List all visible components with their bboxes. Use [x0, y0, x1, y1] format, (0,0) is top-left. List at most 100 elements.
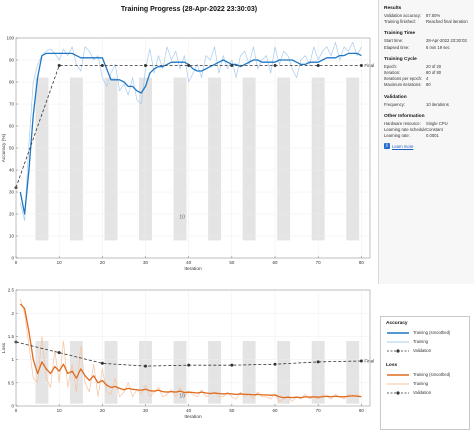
info-value: 80 of 80 [426, 70, 442, 76]
y-tick-label: 50 [9, 146, 15, 151]
info-row: Iteration: 80 of 80 [384, 70, 470, 76]
y-tick-label: 40 [9, 168, 15, 173]
legend-accuracy-smoothed-swatch [387, 331, 409, 334]
x-tick-label: 20 [100, 260, 106, 265]
info-label: Learning rate: [384, 133, 410, 139]
x-tick-label: 50 [229, 408, 235, 413]
y-tick-label: 10 [9, 234, 15, 239]
epoch-band [277, 341, 291, 404]
epoch-band [35, 77, 49, 241]
epoch-band [242, 341, 256, 404]
info-label: Frequency: [384, 101, 405, 107]
validation-point [359, 359, 363, 363]
validation-point [273, 362, 277, 366]
legend-item-label: Training [413, 339, 428, 344]
info-row: Frequency: 10 iterations [384, 102, 470, 108]
accuracy-chart: Final 0 10 20 30 40 50 60 70 80 90 100 0 10 20 30 40 50 60… [1, 36, 374, 272]
legend-accuracy-validation-swatch [387, 348, 409, 353]
epoch-band [208, 341, 222, 404]
legend-loss-raw: Training [386, 379, 464, 388]
x-axis-label: Iteration [184, 414, 202, 420]
legend-item-label: Training (smoothed) [413, 372, 451, 377]
info-row: Hardware resource: Single CPU [384, 121, 470, 127]
training-smoothed-line [19, 52, 362, 215]
learn-more-label: Learn more [392, 143, 414, 149]
info-label: Iterations per epoch: [384, 76, 423, 82]
y-tick-label: 60 [9, 124, 15, 129]
x-tick-label: 10 [57, 408, 63, 413]
x-tick-label: 40 [186, 260, 192, 265]
epoch-band [104, 341, 118, 404]
info-value: Single CPU [426, 120, 448, 126]
legend-accuracy-title: Accuracy [386, 321, 408, 326]
x-tick-label: 0 [15, 260, 18, 265]
validation-point [57, 351, 61, 355]
info-label: Iteration: [384, 70, 401, 76]
y-tick-label: 20 [9, 212, 15, 217]
info-value: 28-Apr-2022 23:30:03 [426, 38, 467, 44]
validation-point [316, 64, 320, 67]
info-sections: Results Validation accuracy: 87.50% Trainin… [384, 6, 470, 139]
epoch-band [346, 341, 360, 404]
legend-item-label: Validation [413, 390, 432, 395]
y-tick-label: 0 [11, 256, 14, 261]
legend-loss-validation-swatch [387, 390, 409, 395]
learn-more-link[interactable]: i Learn more [384, 143, 470, 150]
validation-point [359, 64, 363, 67]
info-label: Validation accuracy: [384, 13, 422, 18]
validation-point [100, 361, 104, 365]
y-axis-label: Accuracy (%) [1, 133, 7, 162]
info-row: Learning rate schedule: Constant [384, 127, 470, 133]
legend-loss-title: Loss [386, 363, 398, 368]
info-value: Reached final iteration [426, 19, 468, 25]
info-row: Elapsed time: 6 min 19 sec [384, 45, 470, 51]
legend-panel: Accuracy Training (smoothed) Training Va… [380, 316, 470, 430]
legend-loss-smoothed-swatch [387, 373, 409, 376]
legend-loss-raw-swatch [387, 383, 409, 384]
loss-chart: Final 0 0.5 1 1.5 2 2.5 0 10 20 30 40 50 60 70 80 Iterat… [1, 288, 374, 420]
info-label: Training finished: [384, 19, 416, 25]
info-value: 4 [426, 76, 429, 82]
validation-point [230, 64, 234, 67]
x-tick-label: 60 [273, 408, 279, 413]
x-tick-label: 0 [15, 408, 18, 413]
y-tick-label: 2 [11, 311, 14, 316]
x-tick-label: 20 [100, 408, 106, 413]
info-value: 80 [426, 82, 431, 88]
y-tick-label: 80 [9, 80, 15, 85]
y-axis-label: Loss [1, 342, 7, 353]
section-title: Training Cycle [384, 56, 417, 62]
info-label: Start time: [384, 38, 404, 44]
x-tick-label: 70 [316, 260, 322, 265]
y-tick-label: 90 [9, 58, 15, 63]
x-tick-label: 70 [316, 408, 322, 413]
info-row: Learning rate: 0.0001 [384, 133, 470, 139]
validation-point [187, 64, 191, 67]
section-title: Results [384, 6, 402, 11]
training-raw-line [19, 299, 362, 402]
validation-point [100, 64, 104, 67]
info-value: 0.0001 [426, 133, 439, 139]
validation-point [144, 64, 148, 67]
info-value: 6 min 19 sec [426, 44, 450, 50]
training-info-panel: Results Validation accuracy: 87.50% Trainin… [378, 0, 474, 284]
info-value: 10 iterations [426, 101, 449, 107]
section-title: Other Information [384, 113, 425, 119]
x-tick-label: 40 [186, 408, 192, 413]
info-label: Hardware resource: [384, 120, 421, 126]
info-row: Start time: 28-Apr-2022 23:30:03 [384, 38, 470, 44]
x-tick-label: 50 [229, 260, 235, 265]
epoch-band [242, 77, 256, 241]
legend-loss-validation: Validation [386, 388, 464, 397]
info-label: Epoch: [384, 63, 398, 69]
info-value: Constant [426, 127, 443, 133]
y-tick-label: 0 [11, 404, 14, 409]
validation-point [273, 64, 277, 67]
info-row: Training finished: Reached final iteratio… [384, 19, 470, 25]
section-title: Training Time [384, 31, 416, 37]
legend-accuracy-raw: Training [386, 337, 464, 346]
y-tick-label: 1 [11, 357, 14, 362]
epoch-band [173, 341, 187, 404]
legend-accuracy-smoothed: Training (smoothed) [386, 328, 464, 337]
epoch-band [346, 77, 360, 241]
